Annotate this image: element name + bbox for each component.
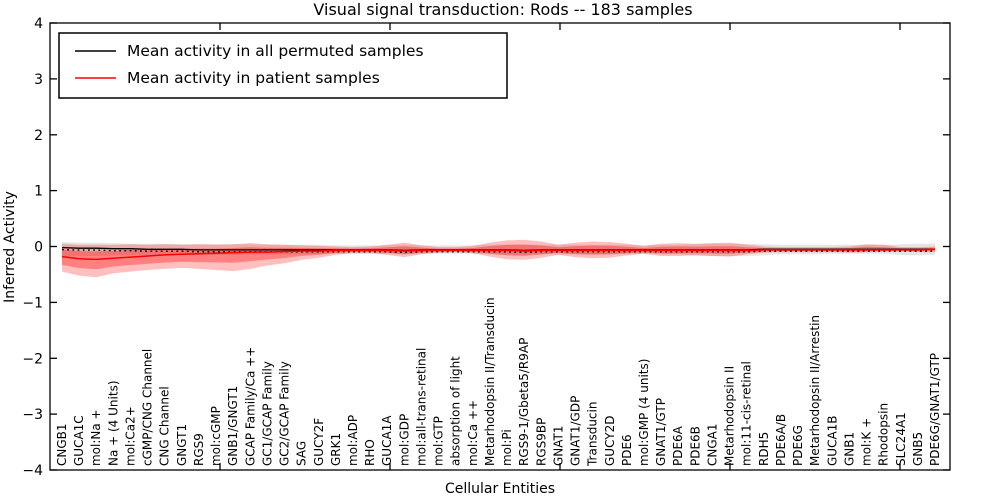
svg-text:absorption of light: absorption of light bbox=[449, 356, 463, 466]
svg-text:GNGT1: GNGT1 bbox=[175, 424, 189, 466]
svg-text:CNG Channel: CNG Channel bbox=[158, 386, 172, 466]
svg-text:mol:cGMP: mol:cGMP bbox=[209, 406, 223, 466]
svg-text:RGS9BP: RGS9BP bbox=[534, 418, 548, 466]
svg-text:RGS9-1/Gbeta5/R9AP: RGS9-1/Gbeta5/R9AP bbox=[517, 338, 531, 466]
svg-text:mol:all-trans-retinal: mol:all-trans-retinal bbox=[415, 348, 429, 466]
svg-text:mol:K +: mol:K + bbox=[860, 418, 874, 466]
legend-entry-patient: Mean activity in patient samples bbox=[127, 69, 380, 87]
legend-entry-permuted: Mean activity in all permuted samples bbox=[127, 42, 424, 60]
svg-text:GUCA1B: GUCA1B bbox=[825, 415, 839, 466]
svg-text:2: 2 bbox=[34, 128, 43, 144]
svg-text:mol:Na +: mol:Na + bbox=[89, 409, 103, 466]
svg-text:GCAP Family/Ca ++: GCAP Family/Ca ++ bbox=[243, 347, 257, 466]
svg-text:GNB1/GNGT1: GNB1/GNGT1 bbox=[226, 386, 240, 466]
svg-text:PDE6: PDE6 bbox=[620, 434, 634, 466]
svg-text:RHO: RHO bbox=[363, 439, 377, 466]
svg-text:GUCY2F: GUCY2F bbox=[312, 418, 326, 466]
svg-text:Na + (4 Units): Na + (4 Units) bbox=[106, 380, 120, 466]
svg-text:GUCA1A: GUCA1A bbox=[380, 415, 394, 466]
svg-text:PDE6G/GNAT1/GTP: PDE6G/GNAT1/GTP bbox=[928, 353, 942, 466]
svg-text:Metarhodopsin II/Arrestin: Metarhodopsin II/Arrestin bbox=[808, 315, 822, 466]
x-axis-label: Cellular Entities bbox=[445, 481, 555, 497]
svg-text:RDH5: RDH5 bbox=[757, 432, 771, 466]
svg-text:GNAT1: GNAT1 bbox=[551, 425, 565, 466]
svg-text:−3: −3 bbox=[22, 407, 43, 423]
svg-text:mol:GMP (4 units): mol:GMP (4 units) bbox=[637, 359, 651, 466]
svg-text:Metarhodopsin II: Metarhodopsin II bbox=[723, 366, 737, 466]
svg-text:mol:Ca ++: mol:Ca ++ bbox=[466, 400, 480, 466]
svg-text:PDE6G: PDE6G bbox=[791, 425, 805, 466]
svg-text:mol:11-cis-retinal: mol:11-cis-retinal bbox=[740, 361, 754, 466]
svg-text:mol:ADP: mol:ADP bbox=[346, 415, 360, 466]
chart-title: Visual signal transduction: Rods -- 183 … bbox=[313, 0, 692, 19]
y-axis-label: Inferred Activity bbox=[2, 191, 18, 303]
legend-box bbox=[58, 32, 508, 99]
svg-text:mol:GTP: mol:GTP bbox=[432, 416, 446, 466]
svg-text:GRK1: GRK1 bbox=[329, 433, 343, 466]
svg-text:−1: −1 bbox=[22, 295, 43, 311]
svg-text:mol:Ca2+: mol:Ca2+ bbox=[124, 406, 138, 466]
legend: Mean activity in all permuted samples Me… bbox=[58, 32, 508, 99]
svg-text:−2: −2 bbox=[22, 351, 43, 367]
svg-text:0: 0 bbox=[34, 240, 43, 256]
svg-text:4: 4 bbox=[34, 16, 43, 32]
svg-text:Metarhodopsin II/Transducin: Metarhodopsin II/Transducin bbox=[483, 297, 497, 466]
svg-text:mol:GDP: mol:GDP bbox=[397, 414, 411, 466]
svg-text:CNGB1: CNGB1 bbox=[55, 423, 69, 466]
svg-text:PDE6B: PDE6B bbox=[688, 426, 702, 466]
plot-area: −4 −3 −2 −1 0 1 2 3 4 CNGB1 GUCA1C mol:Na + Na + (4 … bbox=[22, 16, 951, 479]
svg-text:GNAT1/GTP: GNAT1/GTP bbox=[654, 398, 668, 466]
svg-text:cGMP/CNG Channel: cGMP/CNG Channel bbox=[141, 349, 155, 466]
svg-text:Rhodopsin: Rhodopsin bbox=[877, 403, 891, 466]
svg-text:GUCY2D: GUCY2D bbox=[603, 416, 617, 466]
svg-text:GNAT1/GDP: GNAT1/GDP bbox=[569, 396, 583, 466]
svg-text:GC2/GCAP Family: GC2/GCAP Family bbox=[278, 361, 292, 466]
svg-text:Transducin: Transducin bbox=[586, 402, 600, 467]
svg-text:PDE6A/B: PDE6A/B bbox=[774, 414, 788, 466]
svg-text:SLC24A1: SLC24A1 bbox=[894, 412, 908, 466]
svg-text:mol:Pi: mol:Pi bbox=[500, 429, 514, 466]
svg-text:GC1/GCAP Family: GC1/GCAP Family bbox=[260, 361, 274, 466]
svg-text:RGS9: RGS9 bbox=[192, 433, 206, 466]
svg-text:GUCA1C: GUCA1C bbox=[72, 415, 86, 466]
svg-text:1: 1 bbox=[34, 184, 43, 200]
svg-text:−4: −4 bbox=[22, 463, 43, 479]
svg-text:SAG: SAG bbox=[295, 441, 309, 466]
svg-text:CNGA1: CNGA1 bbox=[706, 424, 720, 467]
svg-text:3: 3 bbox=[34, 72, 43, 88]
svg-text:PDE6A: PDE6A bbox=[671, 425, 685, 466]
svg-text:GNB5: GNB5 bbox=[911, 432, 925, 466]
svg-text:GNB1: GNB1 bbox=[842, 432, 856, 466]
